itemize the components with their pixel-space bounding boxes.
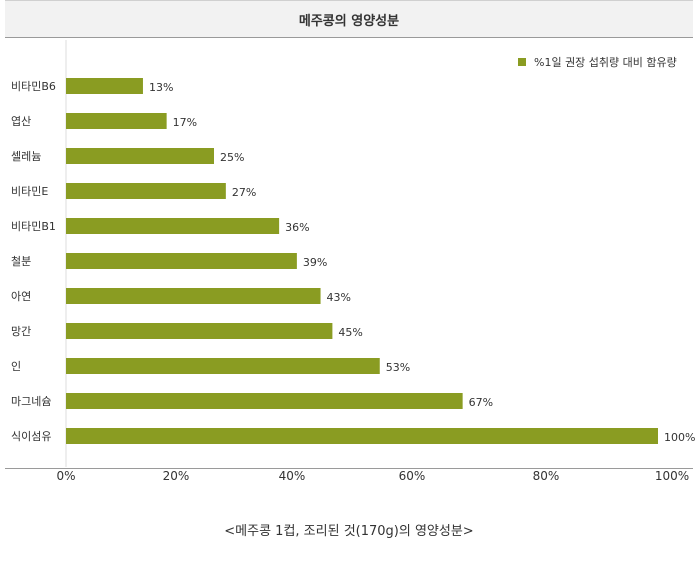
category-label: 철분 [11, 255, 31, 268]
value-label: 53% [386, 361, 410, 374]
bar [66, 323, 333, 339]
x-tick-label: 0% [56, 469, 75, 483]
x-tick-label: 20% [163, 469, 190, 483]
category-label: 망간 [11, 325, 31, 338]
category-label: 셀레늄 [11, 150, 41, 163]
category-label: 마그네슘 [11, 395, 51, 408]
x-tick-label: 60% [399, 469, 426, 483]
legend-label: %1일 권장 섭취량 대비 함유량 [534, 55, 677, 69]
chart-title: 메주콩의 영양성분 [298, 13, 400, 29]
category-label: 비타민B1 [11, 220, 56, 233]
bar [66, 218, 280, 234]
category-label: 엽산 [11, 115, 31, 128]
value-label: 67% [469, 396, 493, 409]
x-tick-label: 100% [655, 469, 689, 483]
value-label: 45% [338, 326, 362, 339]
bar [66, 253, 297, 269]
value-label: 43% [327, 291, 351, 304]
value-label: 36% [285, 221, 309, 234]
x-tick-label: 80% [533, 469, 560, 483]
chart-title-bar: 메주콩의 영양성분 [5, 0, 693, 38]
x-tick-label: 40% [279, 469, 306, 483]
bar [66, 183, 226, 199]
category-label: 인 [11, 360, 21, 373]
bar [66, 78, 143, 94]
bar [66, 358, 380, 374]
chart-bottom-rule [5, 468, 693, 469]
category-label: 아연 [11, 290, 31, 303]
chart-caption: <메주콩 1컵, 조리된 것(170g)의 영양성분> [224, 524, 474, 539]
value-label: 17% [173, 116, 197, 129]
bar [66, 288, 321, 304]
legend-swatch [518, 58, 526, 66]
category-label: 식이섬유 [11, 430, 51, 443]
bar [66, 393, 463, 409]
value-label: 27% [232, 186, 256, 199]
value-label: 25% [220, 151, 244, 164]
value-label: 100% [664, 431, 695, 444]
value-label: 39% [303, 256, 327, 269]
category-label: 비타민E [11, 185, 48, 198]
bar [66, 113, 167, 129]
value-label: 13% [149, 81, 173, 94]
bar [66, 148, 214, 164]
bar [66, 428, 658, 444]
category-label: 비타민B6 [11, 80, 56, 93]
